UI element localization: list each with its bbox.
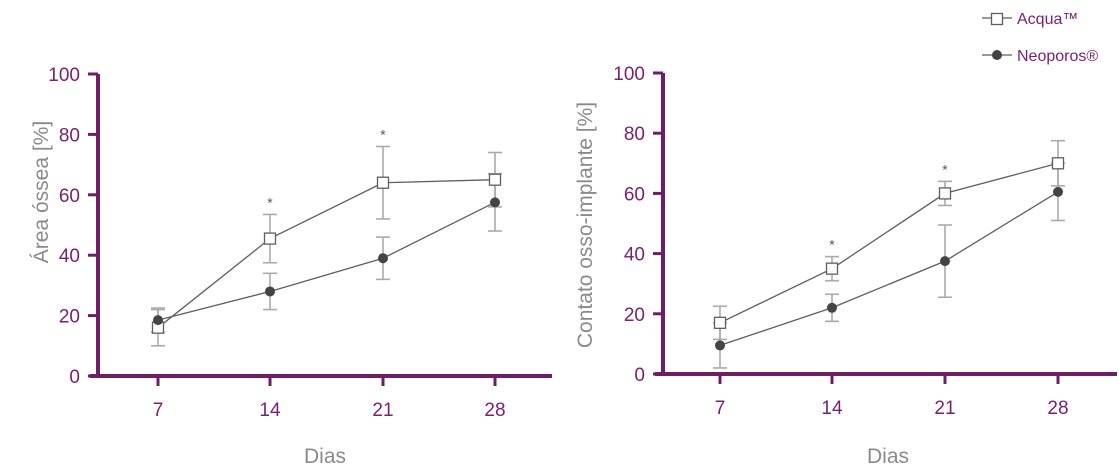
legend-item-acqua: Acqua™ (982, 11, 1078, 28)
data-point-neoporos (1053, 186, 1063, 197)
x-tick-label: 14 (259, 400, 281, 421)
legend-item-neoporos: Neoporos® (982, 48, 1098, 65)
y-axis-label: Contato osso-implante [%] (574, 102, 597, 348)
data-point-neoporos (153, 315, 163, 326)
data-point-acqua (1051, 157, 1065, 170)
data-point-neoporos (378, 253, 388, 264)
y-tick-label: 20 (59, 307, 80, 328)
x-axis-label: Dias (867, 445, 909, 468)
series-line-neoporos (719, 191, 1059, 347)
y-tick-label: 60 (624, 184, 645, 205)
y-tick-label: 80 (624, 124, 645, 145)
x-tick-label: 7 (715, 398, 726, 419)
series-line-acqua (719, 162, 1059, 324)
legend-label-neoporos: Neoporos® (1017, 48, 1098, 65)
data-point-acqua (263, 232, 277, 245)
y-tick-label: 40 (59, 246, 80, 267)
legend-marker-square (990, 12, 1004, 26)
significance-marker: * (942, 161, 948, 177)
x-tick-label: 28 (484, 400, 505, 421)
data-point-acqua (713, 316, 727, 329)
chart-panel-contato-osso-implante: 0 20 40 60 80 100 7 14 21 28 Dias Contato osso-impl… (574, 64, 1117, 468)
data-point-acqua (488, 173, 502, 186)
x-axis-label: Dias (304, 445, 346, 468)
data-point-neoporos (715, 340, 725, 351)
legend-marker-circle (992, 50, 1002, 60)
y-tick-label: 100 (48, 65, 80, 86)
data-point-acqua (825, 262, 839, 275)
y-tick-label: 60 (59, 186, 80, 207)
significance-marker: * (829, 237, 835, 253)
x-tick-label: 21 (372, 400, 393, 421)
y-tick-label: 0 (69, 367, 80, 388)
data-point-neoporos (940, 256, 950, 267)
y-tick-label: 100 (613, 64, 645, 85)
x-tick-label: 28 (1047, 398, 1068, 419)
y-axis-label: Área óssea [%] (30, 121, 53, 263)
data-point-neoporos (827, 302, 837, 313)
series-line-neoporos (157, 201, 496, 321)
y-tick-label: 0 (634, 365, 645, 386)
x-tick-label: 14 (821, 398, 843, 419)
data-point-acqua (376, 176, 390, 189)
data-point-neoporos (490, 197, 500, 208)
series-line-acqua (157, 179, 496, 329)
y-tick-label: 40 (624, 245, 645, 266)
significance-marker: * (267, 194, 273, 210)
data-point-neoporos (265, 286, 275, 297)
x-tick-label: 21 (934, 398, 955, 419)
y-tick-label: 80 (59, 125, 80, 146)
legend: Acqua™ Neoporos® (982, 11, 1098, 65)
x-tick-label: 7 (153, 400, 164, 421)
data-point-acqua (938, 187, 952, 200)
legend-label-acqua: Acqua™ (1017, 11, 1078, 28)
significance-marker: * (380, 126, 386, 142)
chart-panel-area-ossea: 0 20 40 60 80 100 7 14 21 28 Dias Área óssea [%] * * (30, 65, 552, 468)
y-tick-label: 20 (624, 305, 645, 326)
